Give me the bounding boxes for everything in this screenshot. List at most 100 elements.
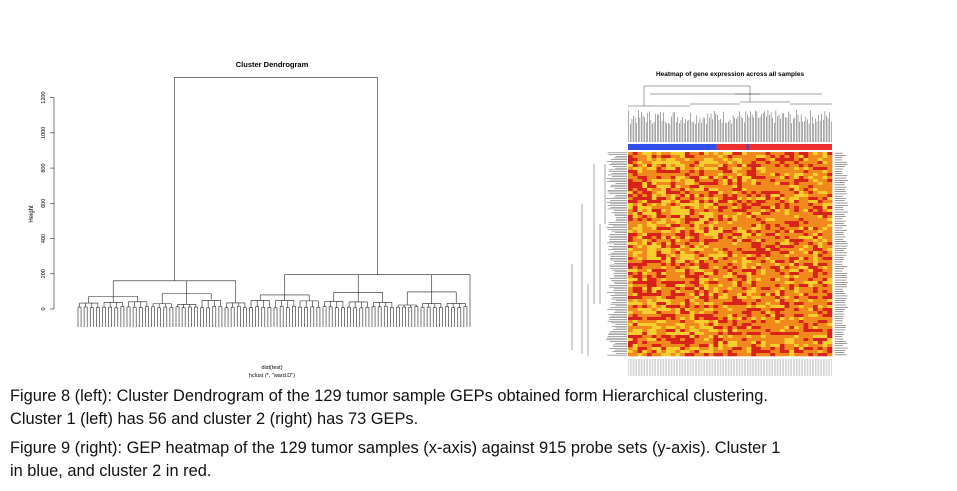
heatmap-cell (703, 344, 709, 348)
heatmap-cell (737, 341, 743, 345)
heatmap-cell (737, 320, 743, 324)
heatmap-cell (798, 326, 804, 330)
heatmap-cell (808, 350, 814, 354)
heatmap-cell (718, 173, 724, 177)
heatmap-cell (732, 221, 738, 225)
heatmap-cell (694, 173, 700, 177)
heatmap-cell (808, 158, 814, 162)
heatmap-cell (670, 197, 676, 201)
heatmap-cell (789, 335, 795, 339)
heatmap-cell (737, 314, 743, 318)
heatmap-cell (699, 155, 705, 159)
heatmap-cell (661, 215, 667, 219)
heatmap-cell (651, 269, 657, 273)
heatmap-cell (637, 350, 643, 354)
heatmap-cell (708, 281, 714, 285)
heatmap-cell (642, 260, 648, 264)
heatmap-cell (694, 215, 700, 219)
heatmap-cell (684, 203, 690, 207)
heatmap-cell (737, 290, 743, 294)
heatmap-cell (737, 272, 743, 276)
heatmap-cell (642, 335, 648, 339)
heatmap-cell (637, 260, 643, 264)
heatmap-cell (822, 242, 828, 246)
heatmap-cell (703, 233, 709, 237)
heatmap-cell (789, 269, 795, 273)
heatmap-cell (817, 236, 823, 240)
heatmap-cell (827, 302, 833, 306)
heatmap-cell (822, 161, 828, 165)
heatmap-cell (751, 191, 757, 195)
heatmap-cell (789, 287, 795, 291)
heatmap-cell (746, 353, 752, 357)
heatmap-cell (798, 350, 804, 354)
heatmap-cell (718, 272, 724, 276)
heatmap-cell (656, 245, 662, 249)
heatmap-cell (746, 224, 752, 228)
heatmap-cell (708, 221, 714, 225)
heatmap-cell (628, 302, 634, 306)
heatmap-cell (784, 353, 790, 357)
heatmap-cell (661, 227, 667, 231)
heatmap-cell (642, 293, 648, 297)
heatmap-cell (794, 350, 800, 354)
heatmap-cell (813, 233, 819, 237)
heatmap-cell (680, 248, 686, 252)
heatmap-cell (775, 323, 781, 327)
heatmap-cell (708, 347, 714, 351)
heatmap-cell (813, 224, 819, 228)
heatmap-cell (803, 212, 809, 216)
heatmap-cell (798, 293, 804, 297)
heatmap-cell (737, 302, 743, 306)
heatmap-cell (727, 209, 733, 213)
heatmap-cell (722, 308, 728, 312)
heatmap-cell (703, 296, 709, 300)
heatmap-cell (642, 176, 648, 180)
heatmap-cell (684, 281, 690, 285)
heatmap-cell (632, 179, 638, 183)
heatmap-cell (628, 215, 634, 219)
heatmap-cell (798, 167, 804, 171)
heatmap-cell (680, 353, 686, 357)
heatmap-cell (808, 218, 814, 222)
heatmap-cell (822, 308, 828, 312)
heatmap-cell (689, 155, 695, 159)
heatmap-cell (775, 332, 781, 336)
heatmap-cell (632, 227, 638, 231)
heatmap-cell (765, 230, 771, 234)
heatmap-cell (751, 188, 757, 192)
heatmap-cell (656, 287, 662, 291)
heatmap-cell (694, 248, 700, 252)
heatmap-cell (689, 254, 695, 258)
heatmap-cell (670, 269, 676, 273)
heatmap-cell (656, 167, 662, 171)
heatmap-cell (628, 173, 634, 177)
heatmap-cell (756, 161, 762, 165)
heatmap-cell (689, 344, 695, 348)
heatmap-cell (732, 302, 738, 306)
heatmap-cell (775, 302, 781, 306)
heatmap-cell (794, 299, 800, 303)
heatmap-cell (694, 161, 700, 165)
heatmap-cell (813, 341, 819, 345)
heatmap-cell (756, 308, 762, 312)
heatmap-cell (708, 206, 714, 210)
heatmap-cell (665, 272, 671, 276)
heatmap-cell (661, 269, 667, 273)
heatmap-cell (813, 176, 819, 180)
heatmap-cell (765, 251, 771, 255)
heatmap-cell (741, 269, 747, 273)
heatmap-cell (803, 329, 809, 333)
heatmap-cell (784, 248, 790, 252)
heatmap-cell (646, 308, 653, 312)
heatmap-cell (770, 203, 776, 207)
heatmap-cell (789, 266, 795, 270)
heatmap-cell (765, 326, 771, 330)
heatmap-cell (822, 251, 828, 255)
heatmap-cell (732, 218, 738, 222)
heatmap-cell (665, 326, 671, 330)
heatmap-cell (661, 305, 667, 309)
heatmap-cell (632, 284, 638, 288)
heatmap-cell (670, 260, 676, 264)
heatmap-cell (765, 311, 771, 315)
